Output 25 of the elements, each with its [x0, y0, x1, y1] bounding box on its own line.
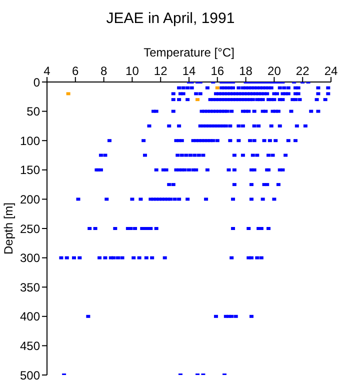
y-tick-label: 400: [20, 310, 40, 324]
x-tick-label: 20: [268, 64, 282, 78]
y-tick-label: 100: [20, 134, 40, 148]
x-tick-label: 6: [72, 64, 80, 78]
y-tick-label: 50: [26, 104, 40, 119]
x-tick-label: 16: [210, 64, 224, 78]
x-tick-label: 22: [296, 64, 310, 78]
y-tick-label: 450: [20, 338, 40, 353]
x-tick-label: 10: [126, 64, 140, 78]
x-tick-label: 24: [324, 64, 338, 78]
y-tick-label: 300: [20, 251, 40, 266]
x-tick-label: 4: [44, 64, 51, 78]
y-tick-label: 500: [20, 368, 40, 382]
y-tick-label: 150: [20, 163, 40, 178]
x-tick-label: 8: [100, 64, 108, 78]
y-tick-label: 200: [20, 192, 40, 206]
x-tick-label: 18: [239, 64, 253, 78]
x-tick-label: 14: [182, 64, 196, 78]
y-tick-label: 350: [20, 280, 40, 294]
x-axis-title: Temperature [°C]: [144, 46, 234, 60]
y-tick-label: 0: [33, 75, 40, 90]
x-tick-label: 12: [154, 64, 168, 78]
y-axis-title: Depth [m]: [1, 202, 16, 255]
chart-title: JEAE in April, 1991: [105, 10, 236, 27]
y-tick-label: 250: [20, 222, 40, 236]
